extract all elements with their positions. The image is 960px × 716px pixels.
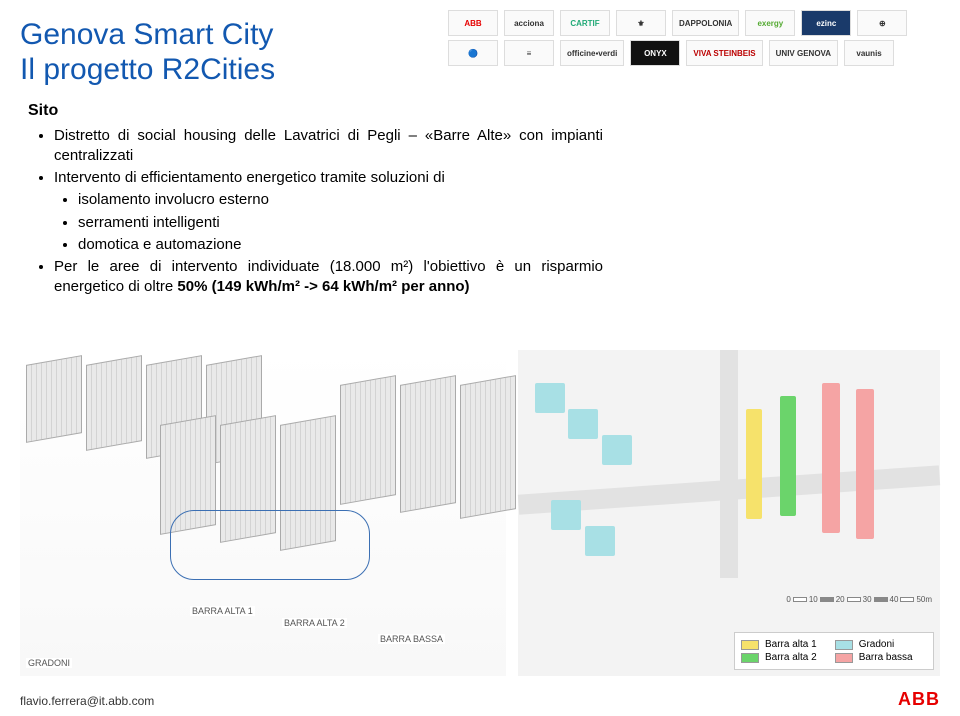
bullet-3-bold: 50% (149 kWh/m² -> 64 kWh/m² per anno) [177,278,469,295]
zone-barra-alta-2 [780,396,796,516]
swatch-gradoni [835,640,853,650]
bullet-list: Distretto di social housing delle Lavatr… [28,126,603,298]
legend-label: Gradoni [859,639,895,650]
legend-row: Barra alta 1 [741,639,817,650]
legend-label: Barra bassa [859,652,913,663]
logo-dappolonia: DAPPOLONIA [672,10,739,36]
logo-onyx: ONYX [630,40,680,66]
site-map: 0 10 20 30 40 50m Barra alta 1 [518,350,940,676]
scale-tick: 10 [809,595,818,604]
logo-seal1: ⊕ [857,10,907,36]
logo-acciona: acciona [504,10,554,36]
bottom-imagery: GRADONI BARRA ALTA 1 BARRA ALTA 2 BARRA … [20,350,940,676]
scale-tick: 20 [836,595,845,604]
legend-row: Barra bassa [835,652,913,663]
legend-label: Barra alta 1 [765,639,817,650]
road-2 [720,350,738,578]
scale-tick: 50m [916,595,932,604]
logo-vaunis: vaunis [844,40,894,66]
zone-barra-bassa [856,389,874,539]
sub-bullet-2: serramenti intelligenti [78,213,603,233]
sub-bullet-1: isolamento involucro esterno [78,190,603,210]
sub-bullet-3: domotica e automazione [78,235,603,255]
iso-label-bb: BARRA BASSA [378,634,445,644]
logo-officine: officine▪verdi [560,40,624,66]
logo-ezinc: ezinc [801,10,851,36]
logo-exergy: exergy [745,10,795,36]
logo-abb: ABB [448,10,498,36]
map-legend: Barra alta 1 Barra alta 2 Gradoni Barra … [734,632,934,670]
bullet-2-text: Intervento di efficientamento energetico… [54,169,445,186]
logo-cartif: CARTIF [560,10,610,36]
logo-viva: VIVA STEINBEIS [686,40,762,66]
scale-tick: 40 [890,595,899,604]
zone-gradoni [535,383,565,413]
partner-logo-strip: ABB acciona CARTIF ⚜ DAPPOLONIA exergy e… [448,10,948,66]
content-block: Sito Distretto di social housing delle L… [28,100,603,300]
section-heading: Sito [28,100,603,122]
zone-gradoni [568,409,598,439]
scale-tick: 0 [786,595,790,604]
swatch-ba1 [741,640,759,650]
zone-gradoni [551,500,581,530]
zone-gradoni [585,526,615,556]
swatch-bb [835,653,853,663]
logo-insulation: ≡ [504,40,554,66]
logo-unige: UNIV GENOVA [769,40,838,66]
logo-seal2: 🔵 [448,40,498,66]
iso-label-ba2: BARRA ALTA 2 [282,618,347,628]
logo-crest: ⚜ [616,10,666,36]
bullet-1: Distretto di social housing delle Lavatr… [54,126,603,167]
bullet-2: Intervento di efficientamento energetico… [54,168,603,255]
iso-label-ba1: BARRA ALTA 1 [190,606,255,616]
highlight-oval [170,510,370,580]
legend-row: Barra alta 2 [741,652,817,663]
zone-barra-alta-1 [746,409,762,519]
zone-barra-bassa [822,383,840,533]
zone-gradoni [602,435,632,465]
iso-label-gradoni: GRADONI [26,658,72,668]
sub-bullet-list: isolamento involucro esterno serramenti … [54,190,603,255]
scale-tick: 30 [863,595,872,604]
map-scale: 0 10 20 30 40 50m [786,595,932,604]
swatch-ba2 [741,653,759,663]
isometric-view: GRADONI BARRA ALTA 1 BARRA ALTA 2 BARRA … [20,350,506,676]
footer-email: flavio.ferrera@it.abb.com [20,694,154,708]
legend-row: Gradoni [835,639,913,650]
bullet-3: Per le aree di intervento individuate (1… [54,257,603,298]
footer-logo-abb: ABB [898,689,940,710]
legend-label: Barra alta 2 [765,652,817,663]
